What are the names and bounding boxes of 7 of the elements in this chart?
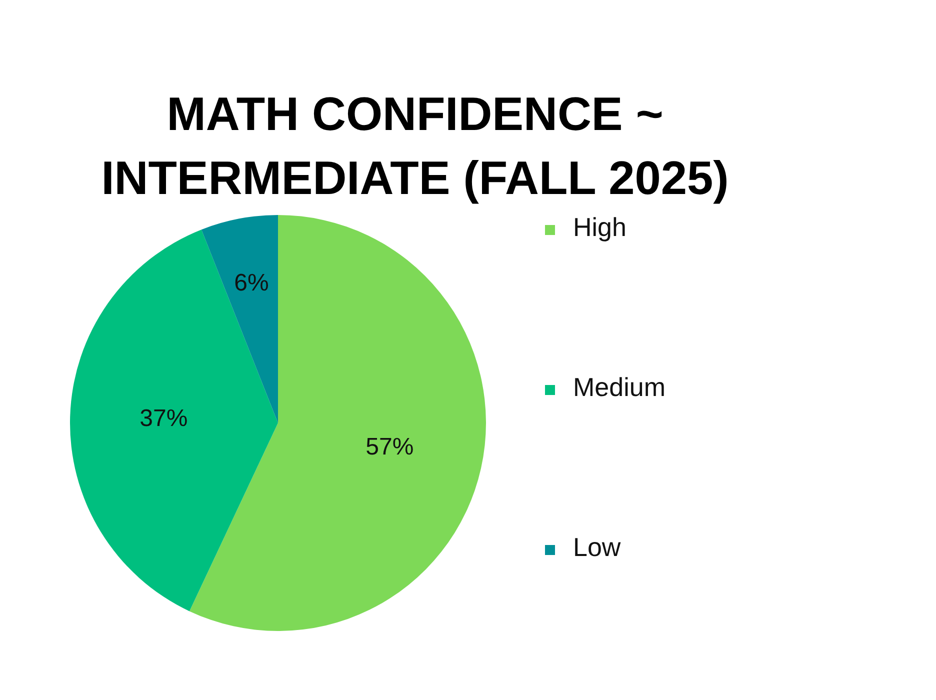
data-label: 6% <box>234 270 269 297</box>
chart-title: MATH CONFIDENCE ~ INTERMEDIATE (FALL 2025) <box>100 86 730 206</box>
data-label: 57% <box>366 434 414 461</box>
legend-label: Low <box>573 532 621 563</box>
legend-label: High <box>573 212 626 243</box>
data-label: 37% <box>140 405 188 432</box>
legend-label: Medium <box>573 372 666 403</box>
